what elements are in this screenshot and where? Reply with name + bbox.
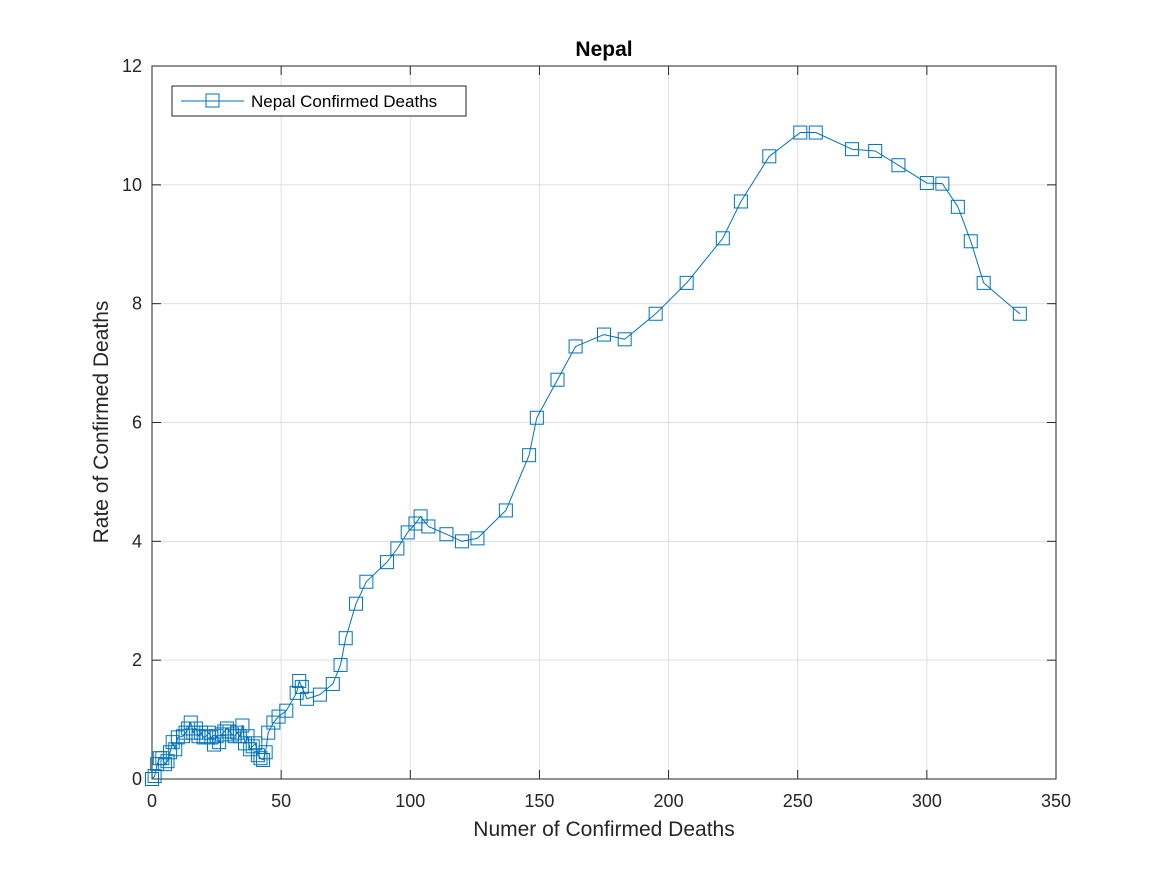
data-point [175, 729, 190, 744]
data-point [183, 715, 198, 730]
data-point [380, 555, 395, 570]
data-point [150, 757, 165, 772]
data-point [294, 679, 309, 694]
data-point [165, 735, 180, 750]
data-point [333, 657, 348, 672]
data-point [413, 509, 428, 524]
data-point [868, 143, 883, 158]
data-point [271, 709, 286, 724]
data-point [338, 631, 353, 646]
data-point [292, 673, 307, 688]
data-point [243, 742, 258, 757]
series-group [145, 125, 1027, 786]
data-point [679, 275, 694, 290]
data-point [359, 574, 374, 589]
data-point [235, 718, 250, 733]
ticks: 0 50 100 150 200 250 300 350 0 2 4 6 8 10 12 [122, 56, 1071, 811]
data-point [529, 410, 544, 425]
data-point [279, 703, 294, 718]
data-point [312, 687, 327, 702]
data-point [289, 685, 304, 700]
data-point [349, 596, 364, 611]
data-point [160, 754, 175, 769]
data-point [733, 194, 748, 209]
data-point [225, 727, 240, 742]
data-point [194, 725, 209, 740]
data-point [170, 730, 185, 745]
data-point [390, 541, 405, 556]
data-point [522, 448, 537, 463]
data-point [206, 737, 221, 752]
data-point [550, 372, 565, 387]
data-point [250, 748, 265, 763]
data-point [232, 729, 247, 744]
data-point [400, 525, 415, 540]
x-tick-label: 300 [912, 791, 942, 811]
data-point [935, 176, 950, 191]
data-point [963, 234, 978, 249]
y-tick-label: 4 [132, 531, 142, 551]
x-tick-label: 50 [271, 791, 291, 811]
data-point [808, 125, 823, 140]
data-point [439, 527, 454, 542]
data-point [617, 332, 632, 347]
x-tick-label: 0 [147, 791, 157, 811]
data-point [253, 751, 268, 766]
x-axis-label: Numer of Confirmed Deaths [473, 818, 734, 841]
x-tick-label: 200 [654, 791, 684, 811]
data-point [891, 158, 906, 173]
data-point [976, 275, 991, 290]
data-point [266, 715, 281, 730]
data-point [157, 757, 172, 772]
legend: Nepal Confirmed Deaths [171, 85, 467, 117]
y-tick-label: 0 [132, 769, 142, 789]
data-point [421, 519, 436, 534]
data-point [325, 676, 340, 691]
data-point [454, 534, 469, 549]
data-point [168, 742, 183, 757]
data-point [261, 725, 276, 740]
y-tick-label: 10 [122, 175, 142, 195]
data-point [248, 736, 263, 751]
y-axis-label: Rate of Confirmed Deaths [90, 301, 113, 544]
x-tick-label: 100 [395, 791, 425, 811]
data-point [597, 327, 611, 342]
y-tick-label: 12 [122, 56, 142, 76]
y-tick-label: 6 [132, 413, 142, 433]
data-point [145, 772, 159, 786]
legend-marker [205, 93, 220, 108]
data-point [919, 176, 934, 191]
data-point [212, 735, 227, 750]
y-tick-label: 8 [132, 294, 142, 314]
data-point [568, 339, 583, 354]
data-point [219, 721, 234, 736]
data-point [155, 751, 170, 766]
series-line [151, 132, 1021, 780]
data-point [762, 149, 777, 164]
x-tick-label: 150 [524, 791, 554, 811]
y-tick-label: 2 [132, 650, 142, 670]
data-point [258, 745, 273, 760]
x-tick-label: 250 [783, 791, 813, 811]
data-point [950, 199, 965, 214]
data-point [470, 531, 485, 546]
data-point [256, 752, 271, 767]
data-point [230, 725, 245, 740]
data-point [793, 125, 808, 140]
data-point [147, 769, 162, 784]
chart-title: Nepal [575, 38, 632, 61]
legend-label: Nepal Confirmed Deaths [251, 92, 437, 111]
data-point [715, 231, 730, 246]
data-point [1012, 306, 1027, 321]
data-point [237, 736, 252, 751]
x-tick-label: 350 [1041, 791, 1071, 811]
data-point [648, 306, 663, 321]
data-point [498, 503, 513, 518]
data-point [844, 142, 859, 157]
data-point [163, 745, 178, 760]
